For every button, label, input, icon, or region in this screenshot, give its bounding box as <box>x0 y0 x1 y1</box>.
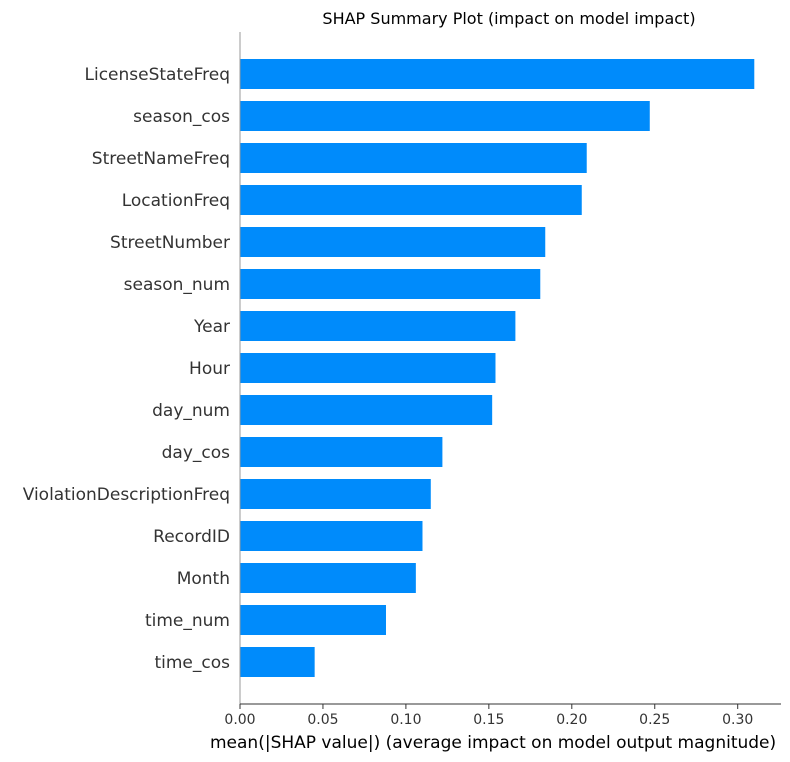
bar-day-cos <box>240 437 443 467</box>
y-tick-labels: LicenseStateFreq season_cos StreetNameFreq… <box>23 65 230 673</box>
bar-time-num <box>240 605 386 635</box>
x-tick-label-0-25: 0.25 <box>639 712 670 728</box>
bar-hour <box>240 353 496 383</box>
y-label-season-cos: season_cos <box>133 107 230 127</box>
bar-season-num <box>240 269 541 299</box>
bar-streetnamefreq <box>240 143 587 173</box>
y-label-month: Month <box>177 569 230 589</box>
x-tick-label-0-15: 0.15 <box>473 712 504 728</box>
y-label-violationdescriptionfreq: ViolationDescriptionFreq <box>23 485 230 505</box>
y-label-year: Year <box>193 317 230 337</box>
bar-streetnumber <box>240 227 546 257</box>
bar-violationdescriptionfreq <box>240 479 431 509</box>
x-tick-label-0-20: 0.20 <box>556 712 587 728</box>
y-label-locationfreq: LocationFreq <box>122 191 230 211</box>
x-tick-label-0-05: 0.05 <box>307 712 338 728</box>
y-label-streetnamefreq: StreetNameFreq <box>92 149 230 169</box>
bar-locationfreq <box>240 185 582 215</box>
bar-recordid <box>240 521 423 551</box>
y-label-day-cos: day_cos <box>162 443 231 463</box>
bar-time-cos <box>240 647 315 677</box>
bar-month <box>240 563 416 593</box>
x-tick-label-0-10: 0.10 <box>390 712 421 728</box>
y-label-day-num: day_num <box>152 401 230 421</box>
y-label-streetnumber: StreetNumber <box>110 233 230 253</box>
x-axis-label: mean(|SHAP value|) (average impact on mo… <box>210 733 776 753</box>
x-ticks: 0.00 0.05 0.10 0.15 0.20 0.25 0.30 <box>224 704 753 728</box>
x-tick-label-0-00: 0.00 <box>224 712 255 728</box>
y-label-licensestatefreq: LicenseStateFreq <box>85 65 231 85</box>
y-label-time-num: time_num <box>145 611 230 631</box>
bar-day-num <box>240 395 493 425</box>
bar-year <box>240 311 516 341</box>
bars-group <box>240 59 755 677</box>
y-label-season-num: season_num <box>124 275 230 295</box>
x-tick-label-0-30: 0.30 <box>722 712 753 728</box>
bar-season-cos <box>240 101 650 131</box>
y-label-hour: Hour <box>189 359 230 379</box>
bar-licensestatefreq <box>240 59 755 89</box>
y-label-recordid: RecordID <box>153 527 230 547</box>
y-label-time-cos: time_cos <box>154 653 230 673</box>
chart-title: SHAP Summary Plot (impact on model impac… <box>322 9 695 28</box>
